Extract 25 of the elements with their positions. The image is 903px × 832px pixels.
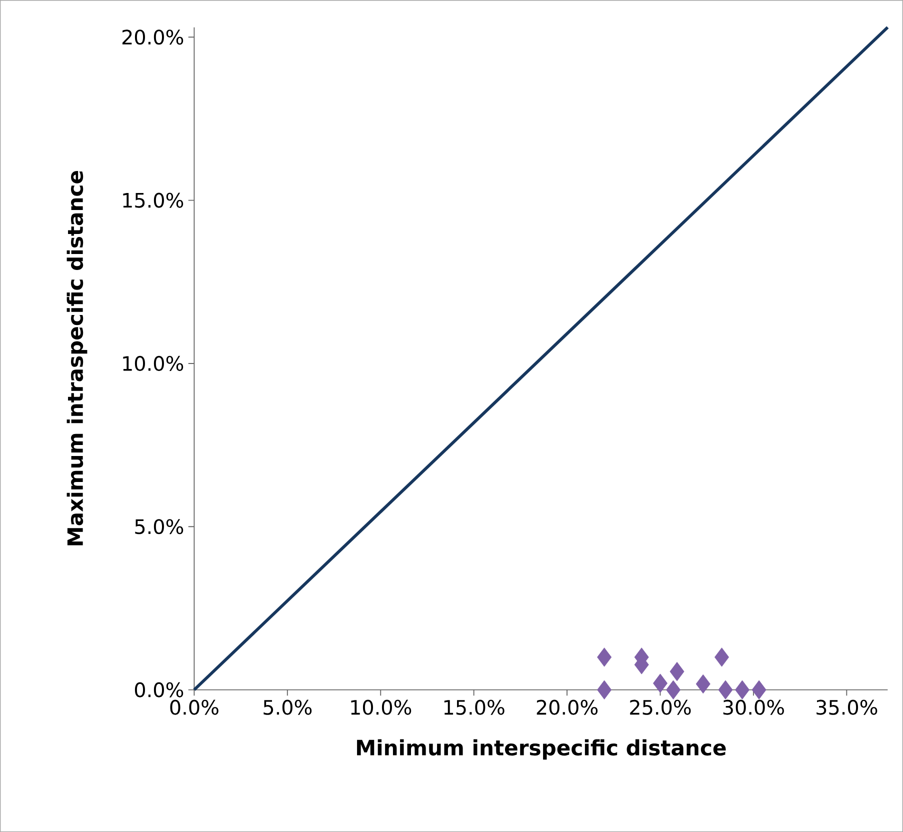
x-tick-label: 15.0% (444, 700, 504, 715)
x-tick-label: 30.0% (723, 700, 784, 715)
y-tick-label: 5.0% (135, 519, 184, 534)
x-tick-label: 25.0% (630, 700, 691, 715)
x-tick-label: 5.0% (264, 700, 312, 715)
point (718, 680, 733, 700)
x-axis-title: Minimum interspecific distance (357, 739, 726, 760)
x-tick-label: 0.0% (170, 700, 218, 715)
y-tick-label: 0.0% (134, 682, 184, 698)
point (670, 662, 684, 682)
y-axis-title: Maximum intraspecific distance (66, 170, 88, 546)
y-tick-label: 20.0% (122, 30, 184, 45)
point (652, 674, 668, 693)
x-tick-label: 10.0% (351, 700, 412, 715)
x-tick-label: 35.0% (816, 700, 878, 715)
point (752, 680, 766, 700)
point (597, 680, 612, 700)
y-tick-label: 15.0% (123, 192, 184, 208)
point (714, 648, 730, 667)
point (597, 648, 612, 667)
y-tick-label: 10.0% (123, 356, 184, 371)
point (666, 680, 681, 700)
x-tick-label: 20.0% (536, 700, 598, 715)
point (735, 680, 750, 700)
point (696, 674, 710, 694)
